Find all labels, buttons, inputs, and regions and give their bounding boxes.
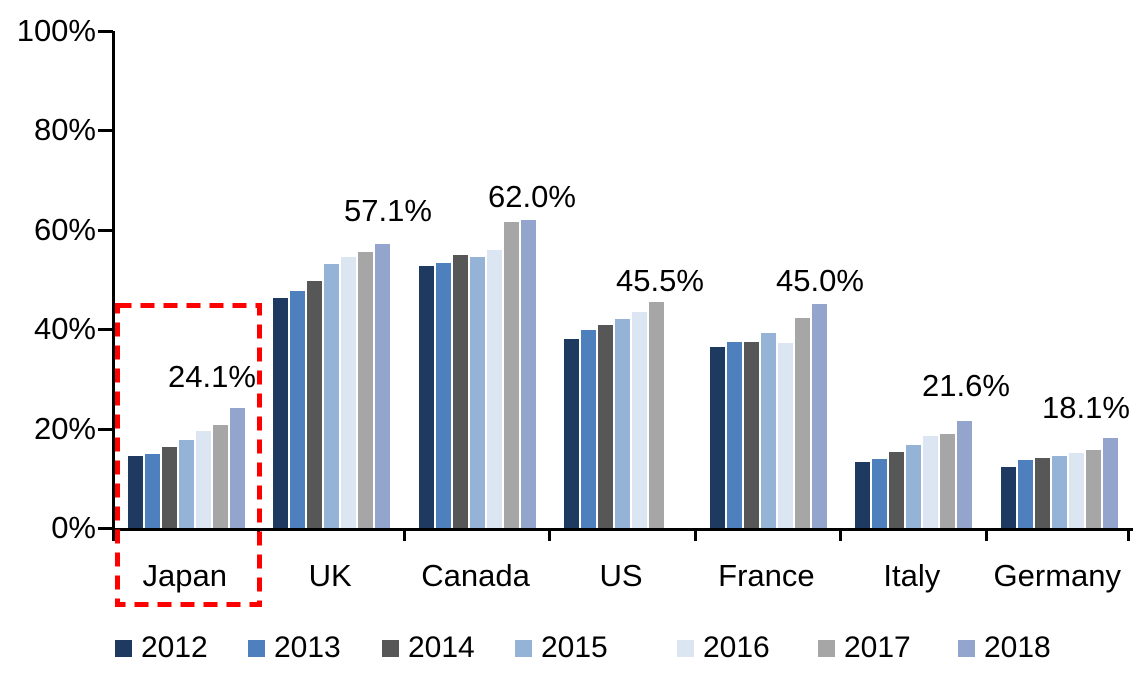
y-axis-tick-40 [98, 328, 113, 332]
legend-swatch-2013 [248, 639, 265, 657]
y-axis-tick-20 [98, 427, 113, 431]
x-axis-tick-0 [112, 528, 115, 541]
bar-uk-2017 [358, 251, 374, 528]
legend-item-2012: 2012 [115, 631, 208, 665]
legend-item-2017: 2017 [818, 631, 911, 665]
legend-item-2016: 2016 [677, 631, 770, 665]
legend-label-2014: 2014 [408, 631, 475, 664]
category-label-uk: UK [308, 558, 352, 593]
bar-germany-2014 [1034, 457, 1050, 528]
category-label-canada: Canada [421, 558, 530, 593]
bar-us-2012 [564, 339, 580, 528]
legend-swatch-2015 [515, 639, 532, 657]
bar-uk-2012 [273, 298, 289, 528]
bar-italy-2013 [872, 458, 888, 528]
bar-canada-2012 [418, 265, 434, 528]
bar-germany-2017 [1085, 449, 1101, 528]
bar-germany-2016 [1068, 452, 1084, 528]
bar-italy-2014 [889, 452, 905, 528]
category-label-italy: Italy [883, 558, 941, 593]
legend-item-2018: 2018 [958, 631, 1051, 665]
legend-label-2018: 2018 [984, 631, 1051, 664]
data-label-us: 45.5% [616, 263, 704, 298]
x-axis-line [112, 528, 1133, 531]
y-axis-tick-80 [98, 129, 113, 133]
y-axis-label-100: 100% [16, 13, 96, 48]
bar-uk-2013 [290, 291, 306, 528]
legend-swatch-2012 [115, 639, 132, 657]
bar-italy-2017 [940, 433, 956, 528]
bar-uk-2018 [375, 244, 391, 528]
legend-label-2017: 2017 [844, 631, 911, 664]
legend-item-2015: 2015 [515, 631, 608, 665]
bar-canada-2016 [486, 250, 502, 528]
y-axis-label-80: 80% [33, 112, 96, 148]
data-label-canada: 62.0% [488, 179, 576, 214]
y-axis-label-40: 40% [33, 311, 96, 347]
legend-swatch-2014 [382, 639, 399, 657]
y-axis-label-0: 0% [51, 510, 96, 545]
bar-us-2017 [649, 301, 665, 528]
bar-germany-2013 [1017, 460, 1033, 528]
bar-italy-2012 [855, 462, 871, 528]
bar-us-2013 [581, 330, 597, 528]
data-label-uk: 57.1% [344, 193, 432, 228]
bar-italy-2015 [906, 445, 922, 528]
bar-italy-2016 [923, 435, 939, 528]
bar-us-2014 [598, 324, 614, 528]
legend-item-2014: 2014 [382, 631, 475, 665]
x-axis-tick-5 [839, 528, 843, 541]
bar-france-2015 [760, 333, 776, 528]
y-axis-tick-60 [98, 228, 113, 232]
y-axis-label-20: 20% [33, 410, 96, 446]
bar-canada-2017 [503, 222, 519, 528]
bar-germany-2012 [1000, 467, 1016, 528]
bar-canada-2018 [520, 219, 536, 528]
bar-france-2018 [811, 304, 827, 528]
bar-uk-2016 [341, 256, 357, 528]
legend-swatch-2016 [677, 639, 694, 657]
x-axis-tick-7 [1127, 528, 1130, 541]
bar-france-2014 [743, 341, 759, 528]
bar-canada-2015 [469, 256, 485, 528]
bar-italy-2018 [957, 420, 973, 528]
bar-canada-2014 [452, 255, 468, 528]
x-axis-tick-3 [548, 528, 552, 541]
data-label-germany: 18.1% [1042, 390, 1130, 425]
x-axis-tick-6 [984, 528, 988, 541]
legend-label-2012: 2012 [141, 631, 208, 664]
bar-us-2016 [632, 312, 648, 528]
legend-label-2015: 2015 [541, 631, 608, 664]
y-axis-tick-100 [98, 30, 113, 33]
bar-germany-2015 [1051, 455, 1067, 528]
category-label-us: US [599, 558, 643, 593]
data-label-france: 45.0% [776, 263, 864, 298]
legend-label-2013: 2013 [274, 631, 341, 664]
x-axis-tick-2 [402, 528, 406, 541]
bar-canada-2013 [435, 263, 451, 528]
bar-uk-2014 [307, 281, 323, 528]
legend-swatch-2017 [818, 639, 835, 657]
category-label-france: France [718, 558, 815, 593]
category-label-germany: Germany [993, 558, 1122, 593]
y-axis-line [112, 31, 115, 531]
legend-label-2016: 2016 [703, 631, 770, 664]
bar-germany-2018 [1102, 438, 1118, 528]
bar-us-2015 [615, 319, 631, 528]
bar-france-2016 [777, 342, 793, 528]
data-label-italy: 21.6% [922, 368, 1010, 403]
legend-swatch-2018 [958, 639, 975, 657]
y-axis-tick-0 [98, 527, 113, 530]
y-axis-label-60: 60% [33, 211, 96, 247]
bar-france-2012 [709, 347, 725, 528]
bar-france-2013 [726, 341, 742, 528]
legend-item-2013: 2013 [248, 631, 341, 665]
bar-france-2017 [794, 318, 810, 528]
x-axis-tick-4 [693, 528, 697, 541]
bar-uk-2015 [324, 264, 340, 528]
